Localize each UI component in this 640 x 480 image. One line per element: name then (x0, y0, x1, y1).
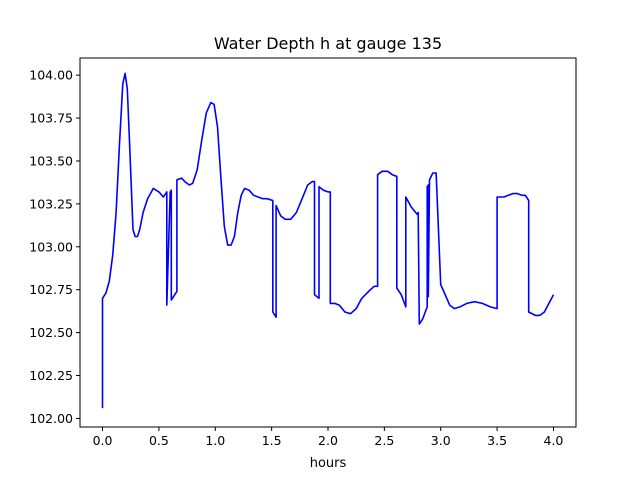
x-tick-label: 3.5 (487, 433, 507, 448)
x-tick-label: 4.0 (544, 433, 564, 448)
x-tick-label: 3.0 (431, 433, 451, 448)
chart-title: Water Depth h at gauge 135 (214, 34, 442, 53)
y-tick-label: 102.75 (29, 282, 73, 297)
y-tick-label: 102.50 (29, 325, 73, 340)
y-tick-label: 103.00 (29, 239, 73, 254)
x-tick-label: 0.0 (93, 433, 113, 448)
x-tick-label: 1.0 (205, 433, 225, 448)
x-tick-label: 2.0 (318, 433, 338, 448)
y-tick-label: 103.50 (29, 153, 73, 168)
x-tick-label: 1.5 (262, 433, 282, 448)
y-tick-label: 102.00 (29, 411, 73, 426)
y-tick-label: 103.25 (29, 196, 73, 211)
plot-area-frame (79, 57, 577, 428)
y-tick-label: 104.00 (29, 68, 73, 83)
x-axis-label: hours (310, 456, 347, 471)
y-tick-label: 103.75 (29, 111, 73, 126)
x-tick-label: 0.5 (149, 433, 169, 448)
series-line-0 (101, 72, 555, 409)
y-axis-ticks: 102.00 102.25 102.50 102.75 103.00 103.25 103.… (29, 68, 80, 426)
series-layer (101, 72, 555, 409)
x-tick-label: 2.5 (374, 433, 394, 448)
x-axis-ticks: 0.0 0.5 1.0 1.5 2.0 2.5 3.0 3.5 4.0 (93, 427, 564, 448)
y-tick-label: 102.25 (29, 368, 73, 383)
